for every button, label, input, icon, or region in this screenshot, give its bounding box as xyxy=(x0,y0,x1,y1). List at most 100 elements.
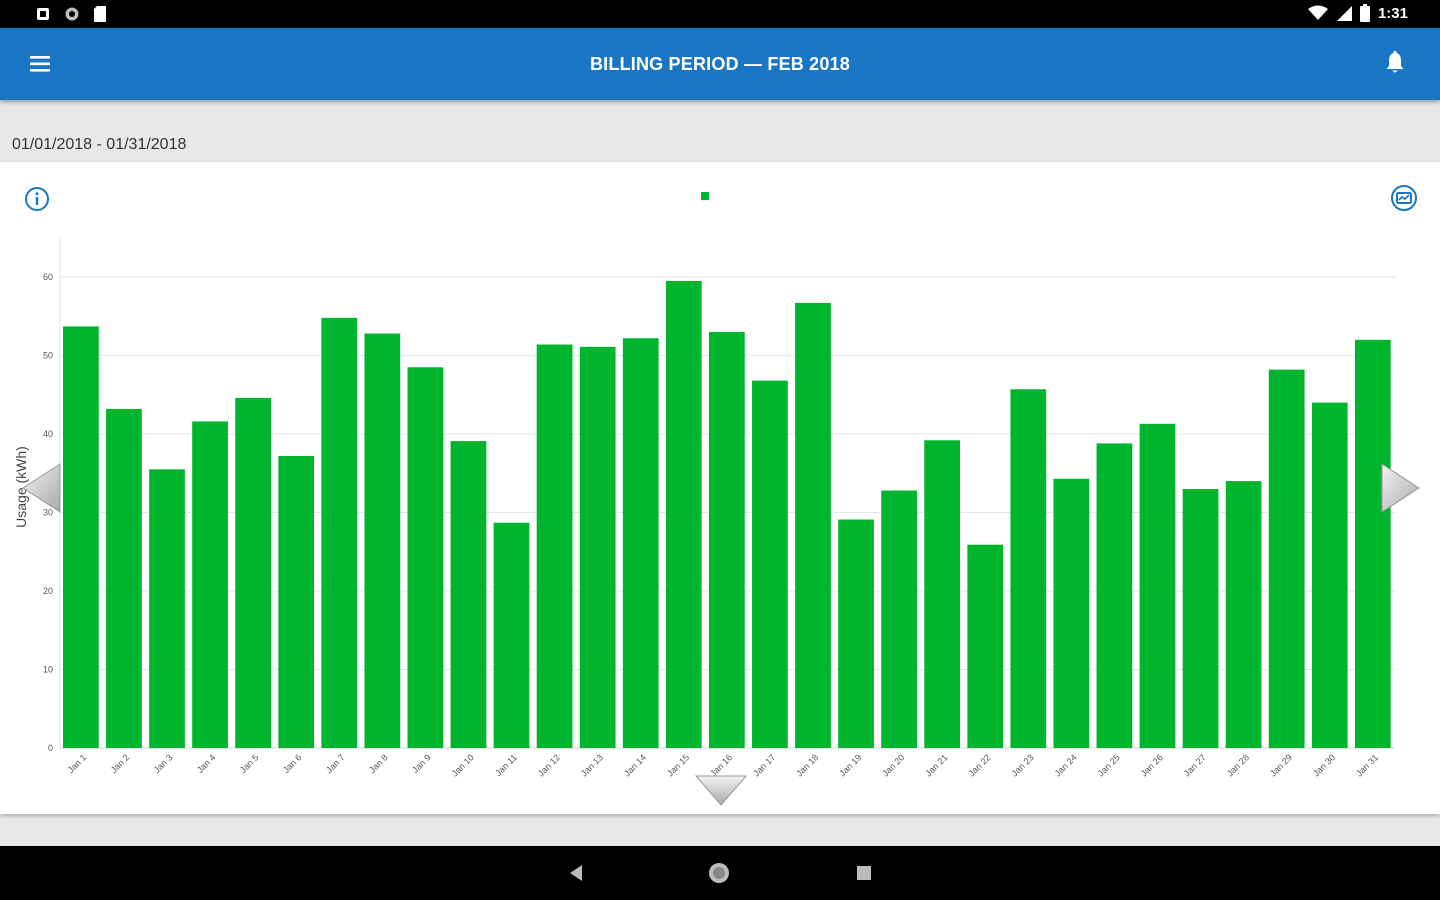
x-tick-label: Jan 8 xyxy=(367,752,390,775)
x-tick-label: Jan 21 xyxy=(923,752,949,778)
previous-period-arrow[interactable] xyxy=(20,462,62,514)
recents-icon[interactable] xyxy=(856,865,872,881)
bar-jan-8[interactable] xyxy=(364,333,401,748)
bar-jan-27[interactable] xyxy=(1182,488,1219,748)
bar-jan-31[interactable] xyxy=(1354,339,1391,748)
bar-jan-6[interactable] xyxy=(278,455,315,748)
y-tick-label: 40 xyxy=(43,429,53,439)
x-tick-label: Jan 20 xyxy=(880,752,906,778)
bar-jan-2[interactable] xyxy=(106,408,142,748)
usage-chart-card: 0 10 20 30 40 50 60 Jan 1 Jan 2 Jan 3 Jan 4 Jan 5 J… xyxy=(0,162,1440,814)
x-tick-label: Jan 22 xyxy=(966,752,992,778)
bar-jan-7[interactable] xyxy=(321,317,358,748)
y-tick-label: 60 xyxy=(43,272,53,282)
x-tick-label: Jan 26 xyxy=(1139,752,1165,778)
x-tick-label: Jan 29 xyxy=(1268,752,1294,778)
x-tick-label: Jan 24 xyxy=(1053,752,1079,778)
bar-jan-16[interactable] xyxy=(708,331,745,748)
sync-icon xyxy=(65,7,79,21)
bar-jan-20[interactable] xyxy=(881,490,917,748)
x-tick-label: Jan 25 xyxy=(1096,752,1122,778)
usage-bar-chart: 0 10 20 30 40 50 60 Jan 1 Jan 2 Jan 3 Jan 4 Jan 5 J… xyxy=(13,236,1395,779)
x-tick-label: Jan 11 xyxy=(493,752,519,778)
chart-settings-button[interactable] xyxy=(1390,184,1418,212)
y-tick-label: 0 xyxy=(48,743,53,753)
x-tick-label: Jan 18 xyxy=(794,752,820,778)
billing-date-range: 01/01/2018 - 01/31/2018 xyxy=(12,136,187,153)
bar-jan-17[interactable] xyxy=(752,380,788,748)
x-tick-label: Jan 1 xyxy=(66,752,89,775)
bar-jan-24[interactable] xyxy=(1053,478,1090,748)
battery-icon xyxy=(1359,4,1370,22)
expand-chart-arrow[interactable] xyxy=(694,772,748,808)
y-tick-label: 10 xyxy=(43,665,53,675)
x-tick-label: Jan 17 xyxy=(751,752,777,778)
sd-card-icon xyxy=(94,6,106,22)
chart-settings-icon xyxy=(1391,185,1417,211)
app-bar: BILLING PERIOD — FEB 2018 xyxy=(0,28,1440,100)
status-icons-left xyxy=(36,6,106,22)
notifications-button[interactable] xyxy=(1384,50,1406,76)
bar-jan-3[interactable] xyxy=(149,469,185,748)
info-icon xyxy=(25,187,49,211)
x-tick-label: Jan 13 xyxy=(579,752,605,778)
signal-icon xyxy=(1336,6,1352,21)
x-tick-label: Jan 3 xyxy=(152,752,175,775)
info-button[interactable] xyxy=(24,186,50,212)
menu-button[interactable] xyxy=(28,52,54,76)
x-tick-label: Jan 30 xyxy=(1311,752,1337,778)
status-icons-right: 1:31 xyxy=(1307,4,1408,22)
notification-icon xyxy=(37,8,49,20)
x-tick-label: Jan 6 xyxy=(281,752,304,775)
home-icon[interactable] xyxy=(708,862,730,884)
y-tick-label: 20 xyxy=(43,586,53,596)
bar-jan-21[interactable] xyxy=(924,440,961,748)
bar-jan-26[interactable] xyxy=(1139,423,1176,748)
status-time: 1:31 xyxy=(1377,4,1408,22)
chart-bars xyxy=(63,280,1391,748)
chart-y-ticks: 0 10 20 30 40 50 60 xyxy=(43,272,53,753)
legend-swatch xyxy=(701,192,709,200)
bar-jan-29[interactable] xyxy=(1268,369,1305,748)
x-tick-label: Jan 5 xyxy=(238,752,261,775)
bar-jan-5[interactable] xyxy=(235,397,272,748)
y-tick-label: 50 xyxy=(43,351,53,361)
bar-jan-19[interactable] xyxy=(838,519,874,748)
bar-jan-30[interactable] xyxy=(1311,402,1348,748)
x-tick-label: Jan 19 xyxy=(837,752,863,778)
wifi-icon xyxy=(1307,5,1328,20)
bar-jan-1[interactable] xyxy=(63,326,99,748)
next-period-arrow[interactable] xyxy=(1380,462,1422,514)
bar-jan-14[interactable] xyxy=(622,338,659,748)
bar-jan-10[interactable] xyxy=(450,441,487,748)
page-title: BILLING PERIOD — FEB 2018 xyxy=(589,54,851,74)
y-axis-label: Usage (kWh) xyxy=(13,446,29,528)
x-tick-label: Jan 31 xyxy=(1354,752,1380,778)
back-icon[interactable] xyxy=(568,864,584,882)
bar-jan-23[interactable] xyxy=(1010,389,1047,748)
x-tick-label: Jan 12 xyxy=(536,752,562,778)
bell-icon xyxy=(1386,50,1404,73)
x-tick-label: Jan 9 xyxy=(410,752,433,775)
x-tick-label: Jan 28 xyxy=(1225,752,1251,778)
bar-jan-4[interactable] xyxy=(192,421,228,748)
x-tick-label: Jan 10 xyxy=(450,752,476,778)
x-tick-label: Jan 7 xyxy=(324,752,347,775)
bar-jan-13[interactable] xyxy=(579,346,616,748)
menu-icon xyxy=(30,56,50,72)
bar-jan-28[interactable] xyxy=(1225,481,1262,748)
x-tick-label: Jan 2 xyxy=(109,752,132,775)
x-tick-label: Jan 4 xyxy=(195,752,218,775)
bar-jan-9[interactable] xyxy=(407,367,444,748)
bar-jan-22[interactable] xyxy=(967,544,1004,748)
x-tick-label: Jan 23 xyxy=(1010,752,1036,778)
bar-jan-12[interactable] xyxy=(536,344,573,748)
bar-jan-15[interactable] xyxy=(665,280,702,748)
bar-jan-25[interactable] xyxy=(1096,443,1133,748)
x-tick-label: Jan 14 xyxy=(622,752,648,778)
x-tick-label: Jan 15 xyxy=(665,752,691,778)
bar-jan-18[interactable] xyxy=(795,302,831,748)
y-tick-label: 30 xyxy=(43,508,53,518)
status-bar: 1:31 xyxy=(0,0,1440,28)
bar-jan-11[interactable] xyxy=(493,522,530,748)
